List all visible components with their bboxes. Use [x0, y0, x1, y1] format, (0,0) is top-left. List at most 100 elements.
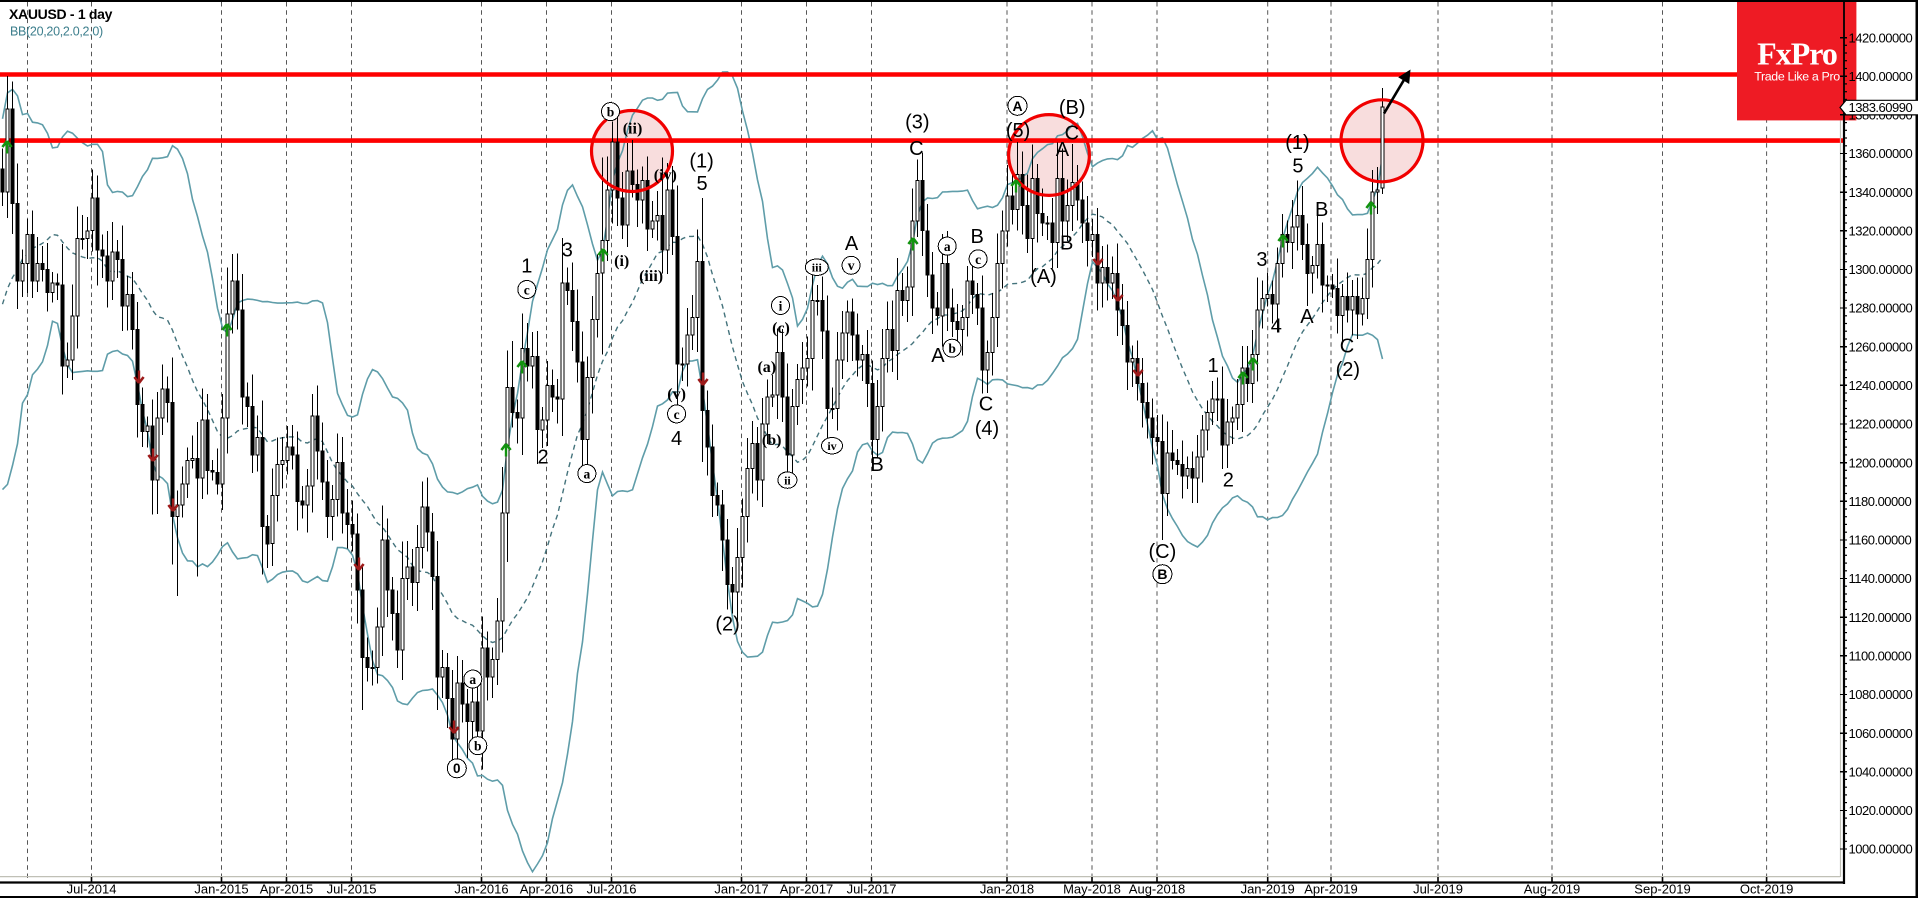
svg-text:Jul-2014: Jul-2014 [67, 882, 117, 897]
svg-text:b: b [948, 341, 956, 356]
svg-text:Jul-2016: Jul-2016 [587, 882, 637, 897]
svg-text:1060.00000: 1060.00000 [1849, 726, 1913, 741]
svg-text:1200.00000: 1200.00000 [1849, 455, 1913, 470]
svg-text:Jul-2017: Jul-2017 [847, 882, 897, 897]
svg-text:(3): (3) [905, 111, 929, 133]
svg-text:BB(20,20,2.0,2.0): BB(20,20,2.0,2.0) [10, 25, 103, 39]
svg-text:1240.00000: 1240.00000 [1849, 378, 1913, 393]
svg-text:1100.00000: 1100.00000 [1849, 649, 1912, 664]
svg-text:Trade Like a Pro: Trade Like a Pro [1754, 70, 1840, 84]
svg-text:1383.60990: 1383.60990 [1849, 100, 1913, 115]
svg-text:(ii): (ii) [623, 121, 643, 138]
svg-text:(iv): (iv) [654, 167, 677, 184]
svg-text:FxPro: FxPro [1757, 36, 1837, 72]
svg-text:(2): (2) [1336, 359, 1360, 381]
svg-text:(c): (c) [772, 320, 790, 337]
svg-text:Jan-2018: Jan-2018 [980, 882, 1034, 897]
svg-text:Apr-2016: Apr-2016 [520, 882, 573, 897]
svg-text:b: b [607, 105, 615, 120]
svg-text:1220.00000: 1220.00000 [1849, 417, 1913, 432]
svg-text:Jul-2015: Jul-2015 [327, 882, 377, 897]
svg-text:A: A [845, 233, 859, 255]
svg-text:(B): (B) [1059, 97, 1086, 119]
svg-text:(C): (C) [1149, 541, 1177, 563]
svg-text:A: A [1300, 306, 1314, 328]
svg-text:2: 2 [537, 447, 548, 469]
svg-text:Sep-2019: Sep-2019 [1634, 882, 1690, 897]
svg-text:(1): (1) [1285, 132, 1309, 154]
svg-text:B: B [1060, 232, 1073, 254]
svg-text:iv: iv [827, 439, 836, 453]
svg-text:(v): (v) [667, 386, 686, 403]
svg-text:1360.00000: 1360.00000 [1849, 146, 1913, 161]
svg-text:ii: ii [784, 473, 791, 487]
svg-text:Jan-2017: Jan-2017 [714, 882, 768, 897]
svg-text:1080.00000: 1080.00000 [1849, 687, 1913, 702]
svg-text:1020.00000: 1020.00000 [1849, 803, 1913, 818]
svg-text:(4): (4) [975, 418, 999, 440]
svg-text:Jan-2016: Jan-2016 [454, 882, 508, 897]
svg-text:B: B [1157, 566, 1167, 582]
svg-text:Apr-2017: Apr-2017 [780, 882, 833, 897]
svg-text:c: c [524, 282, 530, 297]
svg-text:1260.00000: 1260.00000 [1849, 339, 1913, 354]
svg-text:1180.00000: 1180.00000 [1849, 494, 1912, 509]
svg-text:Aug-2019: Aug-2019 [1524, 882, 1580, 897]
svg-text:3: 3 [1256, 249, 1267, 271]
svg-text:Jan-2019: Jan-2019 [1241, 882, 1295, 897]
svg-text:(b): (b) [762, 432, 782, 449]
svg-text:(A): (A) [1030, 266, 1057, 288]
svg-text:3: 3 [562, 239, 573, 261]
svg-text:A: A [1056, 139, 1070, 161]
svg-text:1320.00000: 1320.00000 [1849, 224, 1913, 239]
svg-text:Jul-2019: Jul-2019 [1413, 882, 1463, 897]
svg-text:C: C [979, 393, 993, 415]
svg-text:1120.00000: 1120.00000 [1849, 610, 1912, 625]
svg-text:(1): (1) [689, 150, 713, 172]
svg-text:B: B [1315, 199, 1328, 221]
svg-text:Jan-2015: Jan-2015 [194, 882, 248, 897]
svg-text:1280.00000: 1280.00000 [1849, 301, 1913, 316]
svg-text:(2): (2) [715, 614, 739, 636]
svg-text:(i): (i) [614, 253, 629, 270]
svg-text:(iii): (iii) [639, 268, 663, 285]
svg-text:Oct-2019: Oct-2019 [1740, 882, 1793, 897]
svg-text:(5): (5) [1006, 120, 1030, 142]
svg-text:4: 4 [671, 428, 682, 450]
svg-text:1160.00000: 1160.00000 [1849, 533, 1912, 548]
svg-text:A: A [931, 345, 945, 367]
svg-text:Apr-2019: Apr-2019 [1304, 882, 1357, 897]
svg-text:a: a [584, 467, 591, 482]
svg-text:B: B [870, 454, 883, 476]
svg-text:(a): (a) [757, 359, 776, 376]
svg-text:Aug-2018: Aug-2018 [1129, 882, 1185, 897]
svg-text:A: A [1012, 98, 1022, 114]
svg-text:v: v [848, 258, 855, 273]
svg-text:i: i [779, 298, 783, 313]
svg-text:1400.00000: 1400.00000 [1849, 69, 1913, 84]
svg-text:B: B [971, 226, 984, 248]
svg-text:Apr-2015: Apr-2015 [260, 882, 313, 897]
svg-text:iii: iii [812, 261, 823, 275]
svg-text:4: 4 [1271, 316, 1282, 338]
svg-text:0: 0 [453, 761, 461, 776]
svg-text:May-2018: May-2018 [1063, 882, 1121, 897]
svg-text:1340.00000: 1340.00000 [1849, 185, 1913, 200]
svg-text:1000.00000: 1000.00000 [1849, 842, 1913, 857]
svg-text:a: a [469, 672, 476, 687]
svg-text:5: 5 [1292, 156, 1303, 178]
svg-text:1: 1 [521, 255, 532, 277]
svg-text:a: a [944, 239, 951, 254]
svg-text:C: C [1340, 336, 1354, 358]
svg-text:b: b [474, 739, 482, 754]
svg-text:C: C [909, 138, 923, 160]
svg-text:2: 2 [1223, 470, 1234, 492]
svg-text:5: 5 [697, 173, 708, 195]
svg-text:1300.00000: 1300.00000 [1849, 262, 1913, 277]
svg-text:c: c [975, 252, 981, 267]
svg-text:1420.00000: 1420.00000 [1849, 30, 1913, 45]
svg-text:XAUUSD - 1 day: XAUUSD - 1 day [9, 6, 113, 22]
svg-text:1140.00000: 1140.00000 [1849, 571, 1912, 586]
svg-text:c: c [674, 407, 680, 422]
svg-text:1: 1 [1207, 355, 1218, 377]
